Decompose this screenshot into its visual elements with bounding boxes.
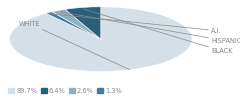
Wedge shape	[10, 7, 192, 71]
Wedge shape	[52, 9, 101, 39]
Wedge shape	[65, 7, 101, 39]
Text: HISPANIC: HISPANIC	[60, 12, 240, 44]
Wedge shape	[46, 12, 101, 39]
Legend: 89.7%, 6.4%, 2.6%, 1.3%: 89.7%, 6.4%, 2.6%, 1.3%	[6, 85, 125, 97]
Text: BLACK: BLACK	[84, 9, 233, 54]
Text: A.I.: A.I.	[51, 14, 222, 34]
Text: WHITE: WHITE	[19, 21, 130, 70]
